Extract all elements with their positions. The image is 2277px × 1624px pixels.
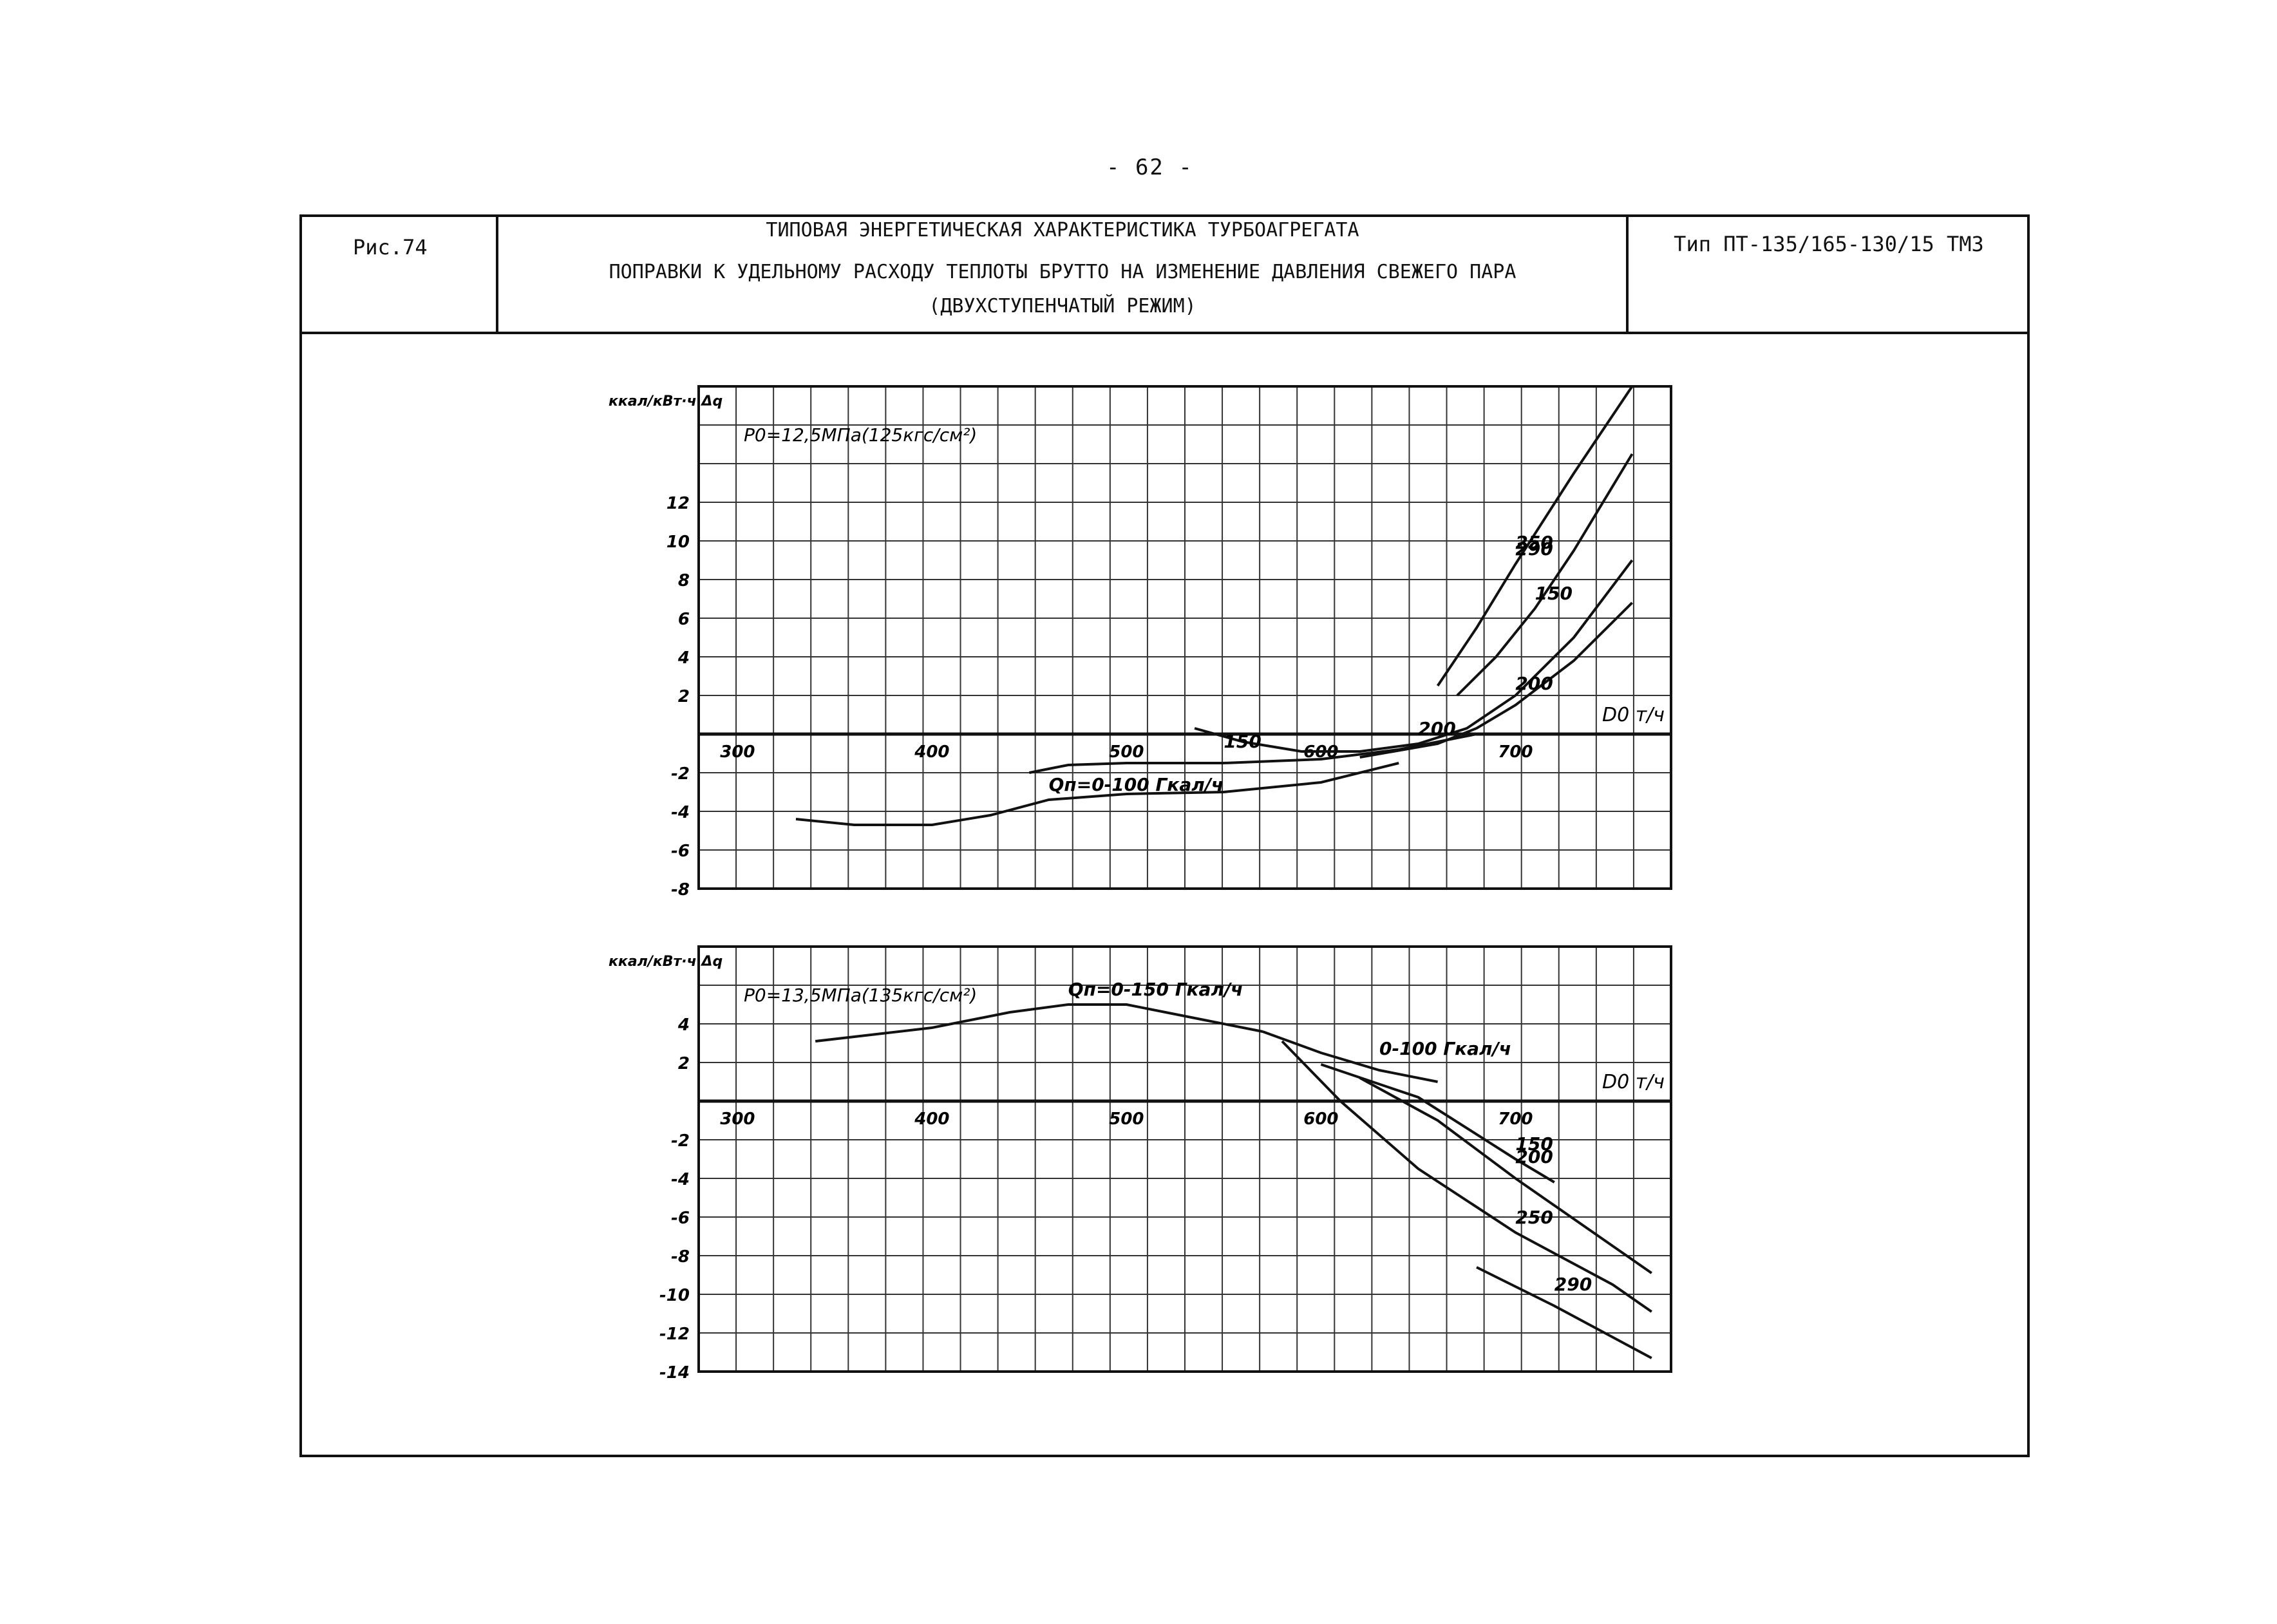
chart1-series-line: [1456, 453, 1634, 697]
chart1-y-tick-label: 8: [678, 571, 690, 590]
title-line-1: ТИПОВАЯ ЭНЕРГЕТИЧЕСКАЯ ХАРАКТЕРИСТИКА ТУ…: [766, 219, 1359, 241]
chart1-series-line: [795, 762, 1399, 826]
chart1-curve-label: Qп=0-100 Гкал/ч: [1049, 774, 1224, 795]
chart1-y-tick-label: -8: [671, 880, 690, 900]
chart1-x-tick-label: 500: [1109, 742, 1144, 762]
title-line-2: ПОПРАВКИ К УДЕЛЬНОМУ РАСХОДУ ТЕПЛОТЫ БРУ…: [609, 261, 1516, 283]
chart1-x-tick-label: 400: [914, 742, 949, 762]
header-divider: [299, 332, 2030, 334]
chart1-title: P0=12,5МПа(125кгс/см²): [744, 424, 977, 446]
chart2-series-line: [815, 1003, 1263, 1043]
page-number: - 62 -: [1106, 155, 1193, 180]
chart1-plot-border: [697, 385, 1672, 890]
chart2-y-tick-label: -10: [659, 1286, 690, 1305]
chart2-y-tick-label: -6: [671, 1209, 690, 1228]
chart2-y-tick-label: -2: [671, 1131, 690, 1151]
chart1-curve-label: 290: [1515, 538, 1553, 560]
chart1-curve-label: 200: [1515, 673, 1553, 694]
chart1-curve-label: 150: [1535, 583, 1573, 604]
chart2-plot-border: [697, 945, 1672, 1373]
chart1-series-line: [1436, 385, 1634, 687]
chart2-x-tick-label: 700: [1498, 1109, 1533, 1129]
chart2-curve-label: 290: [1554, 1274, 1592, 1295]
title-line-3: (ДВУХСТУПЕНЧАТЫЙ РЕЖИМ): [929, 295, 1196, 317]
chart2-y-tick-label: -12: [659, 1325, 690, 1344]
chart2-x-tick-label: 500: [1109, 1109, 1144, 1129]
turbine-type: Тип ПТ-135/165-130/15 ТМЗ: [1674, 232, 1984, 256]
chart1-series-line: [1359, 601, 1634, 759]
chart2-title: P0=13,5МПа(135кгс/см²): [744, 985, 977, 1006]
chart2-curve-label: 200: [1515, 1146, 1553, 1167]
chart2-y-axis-label: ккал/кВт·ч Δq: [609, 954, 723, 970]
chart2-y-tick-label: 2: [678, 1054, 690, 1073]
chart1-y-tick-label: 4: [677, 648, 690, 668]
chart1-y-tick-label: -6: [671, 842, 690, 861]
chart2-series-line: [1262, 1030, 1438, 1083]
chart2-x-axis-label: D0 т/ч: [1602, 1071, 1665, 1093]
chart1-y-tick-label: 12: [666, 494, 690, 513]
chart1-curve-label: 150: [1224, 731, 1261, 752]
chart1-y-tick-label: 6: [678, 610, 690, 629]
chart1-y-tick-label: 10: [666, 533, 690, 552]
header-separator-right: [1626, 214, 1629, 334]
chart2-y-tick-label: 4: [677, 1015, 690, 1035]
chart2-series-line: [1359, 1077, 1652, 1274]
chart1-x-axis-label: D0 т/ч: [1602, 704, 1665, 726]
sheet-frame: [299, 214, 2030, 1457]
chart2-x-tick-label: 600: [1303, 1109, 1338, 1129]
chart1-x-tick-label: 300: [720, 742, 755, 762]
chart1-series-line: [1194, 559, 1634, 753]
figure-number: Рис.74: [353, 235, 428, 260]
chart1-y-tick-label: -4: [671, 803, 690, 822]
chart2-x-tick-label: 400: [914, 1109, 949, 1129]
chart1-curve-label: 200: [1418, 718, 1455, 739]
chart2-series-line: [1476, 1266, 1652, 1359]
chart2-y-tick-label: -14: [659, 1363, 690, 1383]
chart2-series-line: [1281, 1040, 1652, 1313]
chart1-y-tick-label: -2: [671, 764, 690, 784]
chart1-curve-label: 250: [1515, 532, 1553, 553]
chart2-curve-label: 250: [1515, 1207, 1553, 1228]
chart2-x-tick-label: 300: [720, 1109, 755, 1129]
chart2-series-line: [1320, 1063, 1555, 1184]
chart1-x-tick-label: 700: [1498, 742, 1533, 762]
chart1-y-axis-label: ккал/кВт·ч Δq: [609, 393, 723, 410]
chart2-y-tick-label: -4: [671, 1170, 690, 1189]
chart2-curve-label: 0-100 Гкал/ч: [1379, 1038, 1511, 1059]
chart2-curve-label: 150: [1515, 1133, 1553, 1155]
chart2-y-tick-label: -8: [671, 1247, 690, 1267]
chart1-y-tick-label: 2: [678, 687, 690, 706]
header-separator-left: [496, 214, 498, 334]
chart2-curve-label: Qп=0-150 Гкал/ч: [1068, 979, 1243, 1000]
